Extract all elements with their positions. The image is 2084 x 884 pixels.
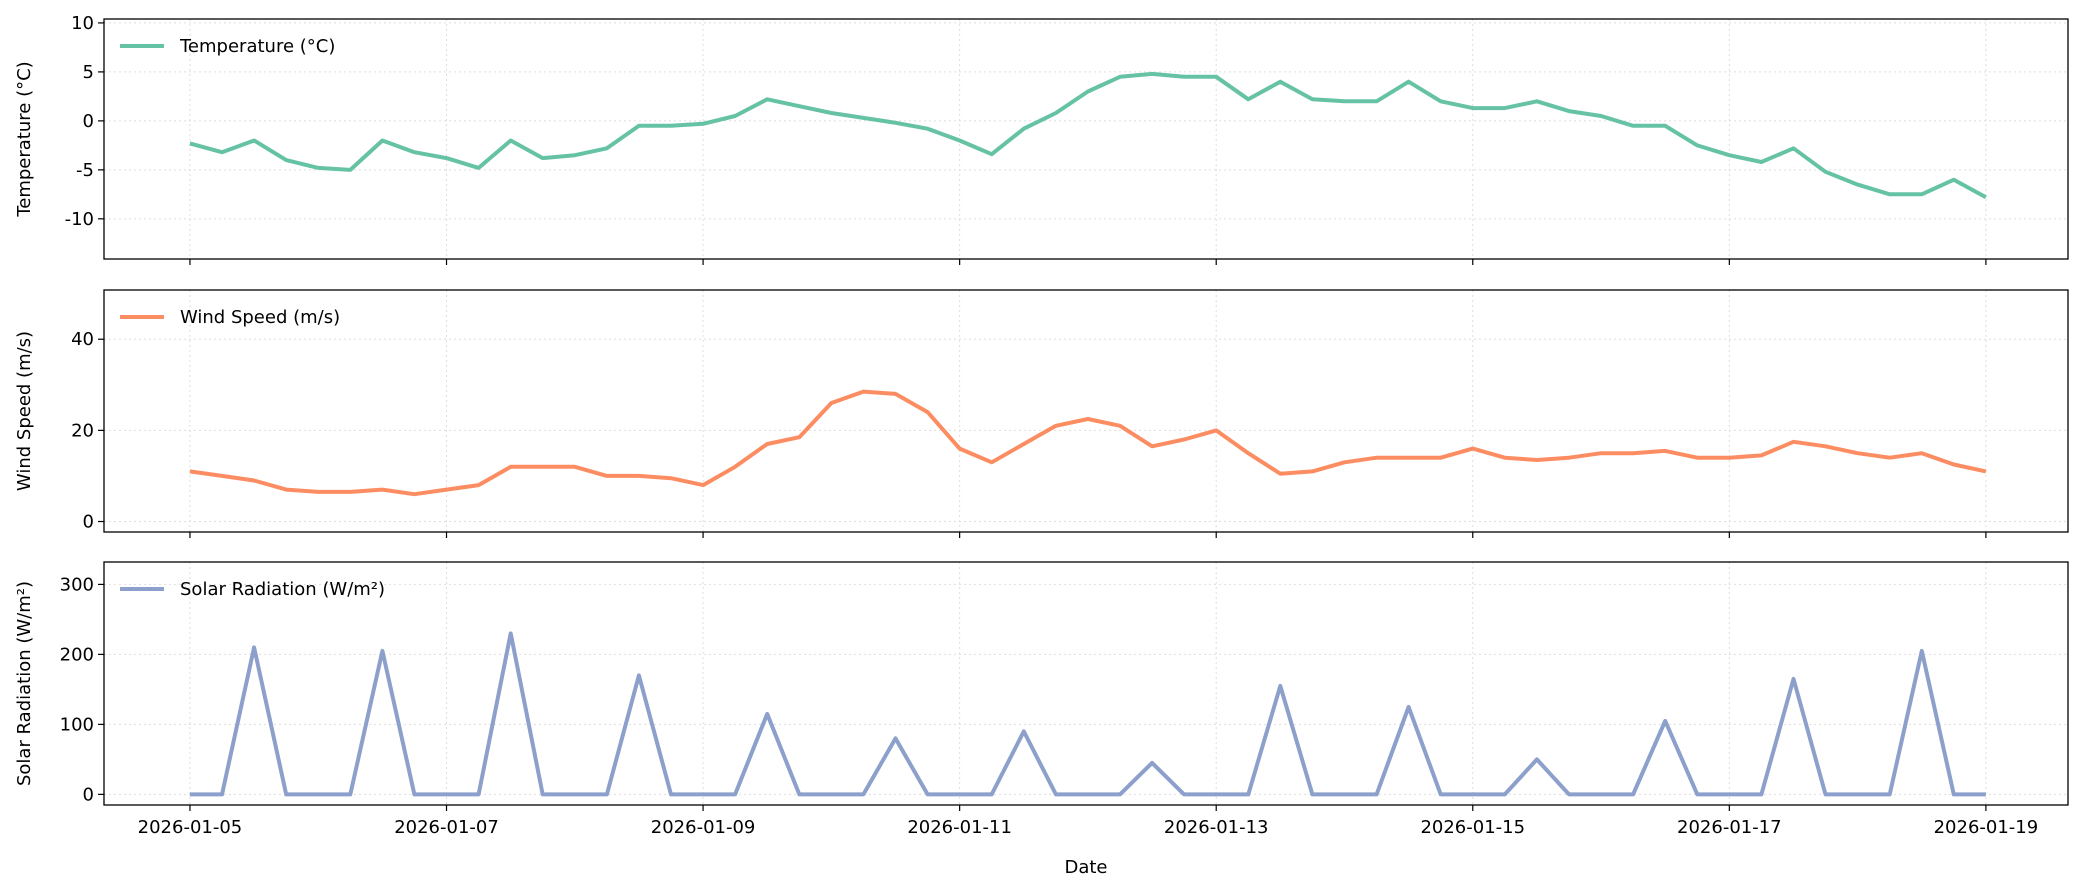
legend-label: Temperature (°C) <box>179 36 335 57</box>
y-tick-label: -5 <box>76 160 94 181</box>
y-tick-label: 100 <box>60 714 94 735</box>
y-axis-label: Temperature (°C) <box>14 61 35 217</box>
y-tick-label: 0 <box>83 512 94 533</box>
y-tick-label: 200 <box>60 644 94 665</box>
y-tick-label: 5 <box>83 62 94 83</box>
x-tick-label: 2026-01-05 <box>138 817 243 838</box>
y-tick-label: 300 <box>60 574 94 595</box>
x-tick-label: 2026-01-07 <box>394 817 499 838</box>
x-tick-label: 2026-01-19 <box>1934 817 2039 838</box>
axes-frame <box>103 18 2069 260</box>
y-tick-label: 20 <box>71 420 94 441</box>
y-axis-label: Wind Speed (m/s) <box>14 331 35 491</box>
y-tick-label: 0 <box>83 111 94 132</box>
axes-frame <box>103 561 2069 806</box>
x-tick-label: 2026-01-17 <box>1677 817 1782 838</box>
y-axis-label: Solar Radiation (W/m²) <box>14 581 35 786</box>
legend-label: Wind Speed (m/s) <box>180 307 340 328</box>
axes-frame <box>103 289 2069 533</box>
data-line <box>189 631 1986 797</box>
y-tick-label: 40 <box>71 329 94 350</box>
x-tick-label: 2026-01-15 <box>1420 817 1525 838</box>
x-tick-label: 2026-01-11 <box>907 817 1012 838</box>
y-tick-label: 10 <box>71 13 94 34</box>
y-tick-label: 0 <box>83 784 94 805</box>
legend-label: Solar Radiation (W/m²) <box>180 579 385 600</box>
data-line <box>189 389 1987 497</box>
data-line <box>189 71 1987 200</box>
x-axis-label: Date <box>1064 857 1107 878</box>
x-tick-label: 2026-01-13 <box>1164 817 1269 838</box>
y-tick-label: -10 <box>65 209 94 230</box>
x-tick-label: 2026-01-09 <box>651 817 756 838</box>
